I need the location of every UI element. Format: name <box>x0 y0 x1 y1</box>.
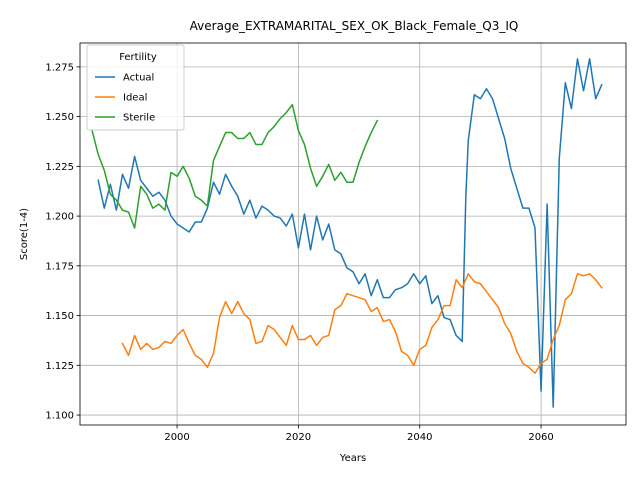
y-tick-label: 1.125 <box>45 361 74 372</box>
legend-label-sterile: Sterile <box>123 113 155 124</box>
x-tick-label: 2040 <box>407 432 432 443</box>
y-tick-label: 1.175 <box>45 261 74 272</box>
legend-entries: Actual Ideal Sterile <box>95 73 155 124</box>
legend-label-ideal: Ideal <box>123 93 147 104</box>
y-tick-label: 1.100 <box>45 411 74 422</box>
x-axis-label: Years <box>339 453 366 464</box>
legend-box <box>86 44 185 131</box>
series-line-actual <box>97 58 603 408</box>
x-tick-label: 2060 <box>528 432 553 443</box>
y-tick-label: 1.225 <box>45 162 74 173</box>
series-lines <box>91 58 603 408</box>
y-tick-label: 1.200 <box>45 212 74 223</box>
legend: Fertility Actual Ideal Sterile <box>86 44 185 131</box>
chart-title: Average_EXTRAMARITAL_SEX_OK_Black_Female… <box>190 19 519 33</box>
plot-frame <box>79 42 627 426</box>
y-tick-label: 1.150 <box>45 311 74 322</box>
series-line-sterile <box>91 103 379 229</box>
x-axis-ticks: 2000 2020 2040 2060 <box>164 425 554 443</box>
legend-label-actual: Actual <box>123 73 154 84</box>
y-tick-label: 1.275 <box>45 62 74 73</box>
y-tick-label: 1.250 <box>45 112 74 123</box>
y-axis-ticks: 1.100 1.125 1.150 1.175 1.200 1.225 1.250 1.275 <box>45 62 80 422</box>
x-tick-label: 2000 <box>164 432 189 443</box>
series-line-ideal <box>121 273 603 375</box>
y-axis-label: Score(1-4) <box>19 208 30 260</box>
x-tick-label: 2020 <box>286 432 311 443</box>
legend-title: Fertility <box>119 52 157 63</box>
